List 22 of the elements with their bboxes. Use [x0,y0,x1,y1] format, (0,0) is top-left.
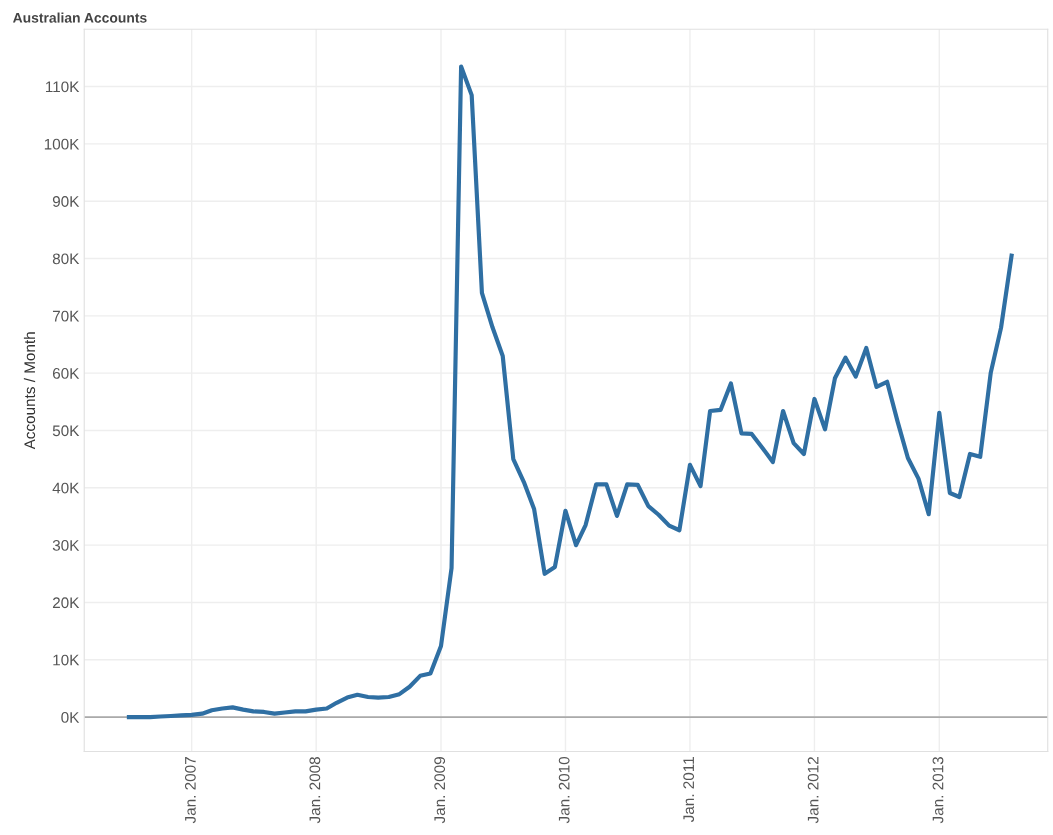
y-tick-label: 90K [52,196,80,207]
y-tick-label: 0K [61,711,80,723]
y-tick-label: 100K [44,138,80,150]
y-tick-label: 70K [52,310,80,322]
x-tick-label: Jan. 2012 [807,757,819,824]
y-tick-label: 10K [53,654,80,666]
x-tick-label: Jan. 2010 [558,756,570,824]
y-tick-label: 60K [52,368,80,379]
x-tick-label: Jan. 2009 [434,757,446,824]
x-tick-label: Jan. 2007 [184,757,196,824]
y-tick-label: 40K [52,482,80,494]
y-tick-label: 50K [52,425,80,437]
y-tick-label: 20K [52,597,80,609]
y-tick-label: 30K [52,540,80,551]
y-tick-label: 110K [45,81,80,93]
x-tick-label: Jan. 2013 [932,757,944,824]
x-tick-label: Jan. 2011 [683,757,695,823]
x-tick-label: Jan. 2008 [309,757,321,824]
y-tick-label: 80K [52,253,80,265]
chart-title: Australian Accounts [12,12,147,23]
line-series [126,64,1014,720]
y-axis-title: Accounts / Month [23,332,36,450]
